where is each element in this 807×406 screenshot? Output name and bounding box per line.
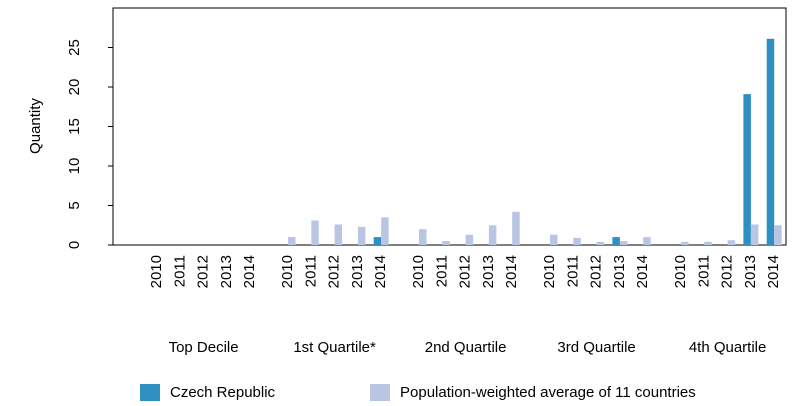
bar [612, 237, 620, 245]
x-tick-label: 2014 [634, 255, 651, 288]
x-tick-label: 2011 [564, 255, 581, 287]
bar [512, 211, 520, 245]
x-tick-label: 2012 [195, 255, 212, 288]
plot-frame [112, 7, 787, 246]
x-tick-label: 2014 [372, 255, 389, 288]
bar [311, 220, 319, 245]
legend-swatch [140, 384, 160, 401]
bar [727, 240, 736, 245]
x-tick-label: 2010 [279, 255, 296, 288]
x-tick-label: 2010 [672, 255, 689, 288]
x-tick-label: 2012 [326, 255, 343, 288]
bar [442, 241, 450, 245]
x-tick-label: 2014 [241, 255, 258, 288]
x-tick-label: 2010 [410, 255, 427, 288]
x-tick-label: 2012 [719, 255, 736, 288]
bar [596, 241, 605, 245]
bar [704, 241, 712, 245]
y-tick-label: 5 [66, 201, 83, 209]
legend-label: Population-weighted average of 11 countr… [400, 384, 696, 401]
x-tick-label: 2011 [302, 255, 319, 287]
group-label: 1st Quartile* [293, 339, 376, 356]
y-tick-label: 0 [66, 241, 83, 249]
y-tick-label: 15 [66, 118, 83, 135]
bar [334, 224, 343, 245]
x-tick-label: 2010 [148, 255, 165, 288]
bar [774, 225, 782, 245]
bar [643, 237, 651, 245]
x-tick-label: 2010 [541, 255, 558, 288]
x-tick-label: 2014 [765, 255, 782, 288]
legend-swatch [370, 384, 390, 401]
x-tick-label: 2013 [349, 255, 366, 288]
legend-label: Czech Republic [170, 384, 276, 401]
bar [766, 38, 775, 246]
x-tick-label: 2011 [171, 255, 188, 287]
group-label: Top Decile [169, 339, 239, 356]
bar [550, 234, 558, 245]
x-tick-label: 2013 [480, 255, 497, 288]
x-tick-label: 2012 [457, 255, 474, 288]
x-tick-label: 2013 [742, 255, 759, 288]
x-tick-label: 2014 [503, 255, 520, 288]
bar [681, 241, 689, 245]
y-tick-label: 10 [66, 158, 83, 175]
bar [573, 237, 581, 245]
x-tick-label: 2013 [611, 255, 628, 288]
group-label: 4th Quartile [689, 339, 767, 356]
y-axis-label: Quantity [27, 98, 44, 154]
bar [373, 237, 382, 245]
group-label: 2nd Quartile [425, 339, 507, 356]
x-tick-label: 2011 [695, 255, 712, 287]
bar [419, 229, 427, 245]
x-tick-label: 2013 [218, 255, 235, 288]
bar [743, 94, 751, 245]
bar [288, 237, 296, 245]
x-tick-label: 2011 [433, 255, 450, 287]
bar [488, 225, 497, 245]
bar [357, 226, 366, 245]
bar [750, 224, 759, 245]
bar [619, 241, 628, 245]
x-tick-label: 2012 [588, 255, 605, 288]
y-tick-label: 20 [66, 79, 83, 96]
group-label: 3rd Quartile [557, 339, 635, 356]
y-tick-label: 25 [66, 39, 83, 56]
bar [381, 217, 389, 245]
bar [465, 234, 474, 245]
